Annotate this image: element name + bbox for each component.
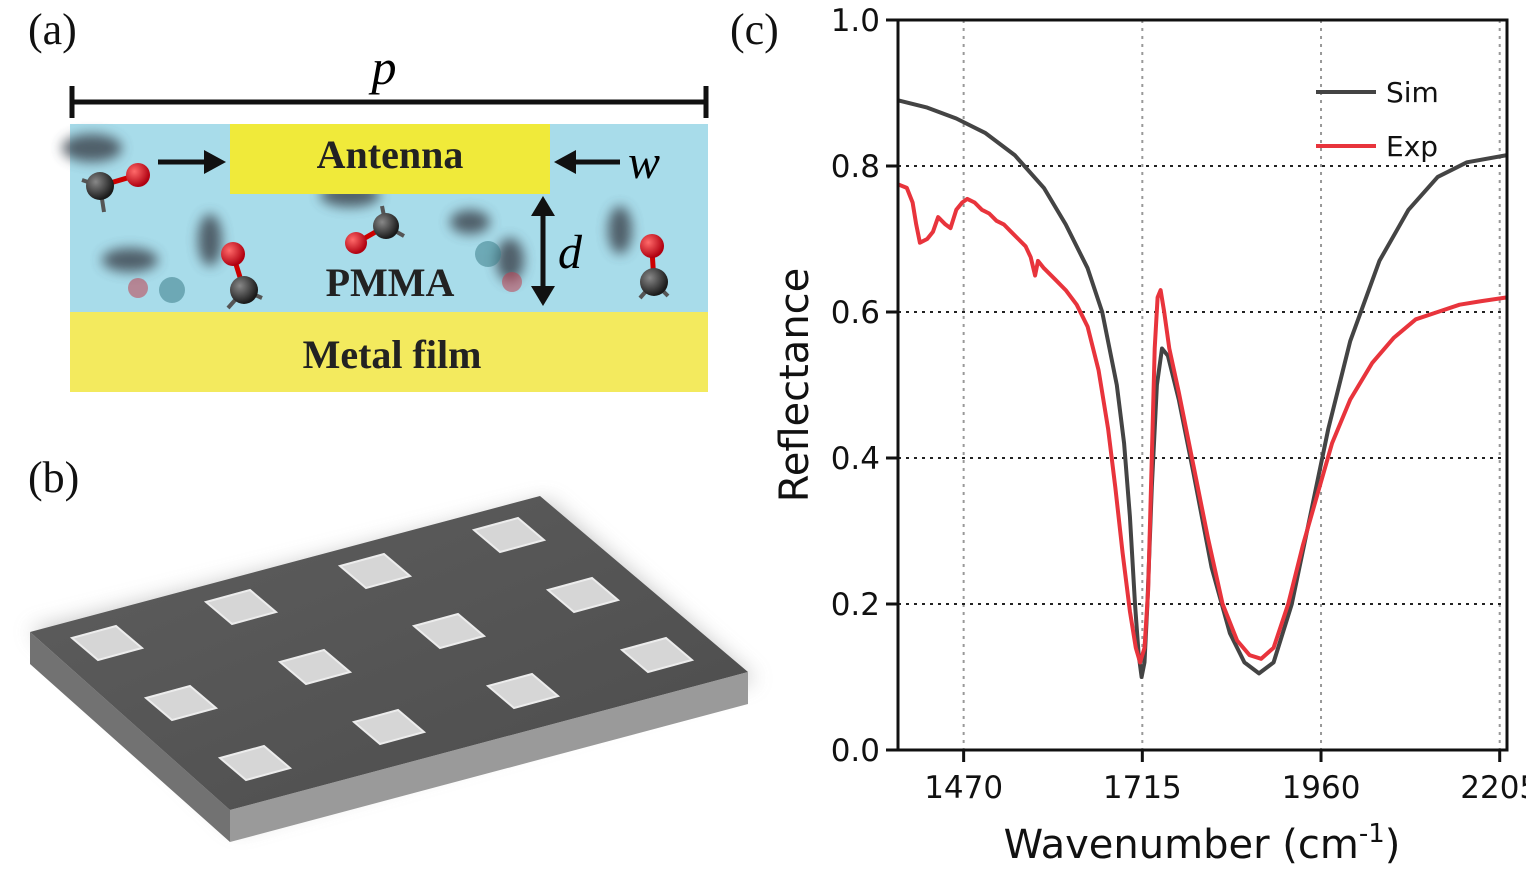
series-line-sim <box>897 98 1508 679</box>
y-tick-label: 0.2 <box>831 587 880 623</box>
molecule-icon <box>81 163 150 213</box>
schematic-panel: p Antenna w d <box>62 39 709 392</box>
y-axis-label: Reflectance <box>772 268 818 503</box>
y-tick-label: 0.4 <box>831 441 880 477</box>
antenna-bar <box>230 124 550 194</box>
legend: Sim Exp <box>1316 76 1439 163</box>
panel-label-b: (b) <box>28 453 80 502</box>
x-tick-label: 2205 <box>1460 770 1526 806</box>
molecule-icon <box>221 242 263 310</box>
faded-molecule-icon <box>128 241 522 303</box>
series-lines <box>897 98 1508 679</box>
panel-label-c: (c) <box>730 5 779 54</box>
y-tick-label: 0.6 <box>831 295 880 331</box>
period-symbol: p <box>369 39 397 95</box>
y-tick-label: 0.8 <box>831 149 880 185</box>
period-dimension-bar <box>69 86 709 118</box>
distance-arrow <box>531 196 555 306</box>
x-tick-label: 1470 <box>924 770 1003 806</box>
substrate-left-face <box>30 632 230 842</box>
x-axis-label-superscript: -1 <box>1359 819 1385 849</box>
reflectance-chart: 1470 1715 1960 2205 0.0 0.2 0.4 0.6 0.8 1.0 Sim E… <box>772 3 1526 868</box>
antenna-label: Antenna <box>317 132 464 177</box>
legend-label-exp: Exp <box>1386 130 1438 163</box>
distance-symbol: d <box>558 226 583 279</box>
series-line-exp <box>897 182 1508 665</box>
y-tick-label: 0.0 <box>831 733 880 769</box>
grid-lines <box>898 20 1507 750</box>
plot-frame <box>896 18 1509 752</box>
metal-film-layer <box>70 312 708 392</box>
sample-3d-panel <box>30 496 756 842</box>
metal-film-label: Metal film <box>303 332 482 377</box>
molecule-icon <box>345 205 405 254</box>
substrate-top-face <box>30 496 748 810</box>
legend-label-sim: Sim <box>1386 76 1439 109</box>
x-tick-label: 1960 <box>1282 770 1361 806</box>
panel-label-a: (a) <box>28 5 77 54</box>
substrate-front-face <box>230 672 748 842</box>
molecule-icon <box>638 234 670 300</box>
axis-ticks: 1470 1715 1960 2205 0.0 0.2 0.4 0.6 0.8 1.0 <box>831 3 1526 806</box>
y-tick-label: 1.0 <box>831 3 880 39</box>
antenna-array <box>69 516 695 782</box>
width-arrows <box>158 150 620 174</box>
x-tick-label: 1715 <box>1103 770 1182 806</box>
pmma-label: PMMA <box>326 260 455 305</box>
width-symbol: w <box>628 136 660 189</box>
x-axis-label: Wavenumber (cm-1) <box>1004 819 1401 868</box>
